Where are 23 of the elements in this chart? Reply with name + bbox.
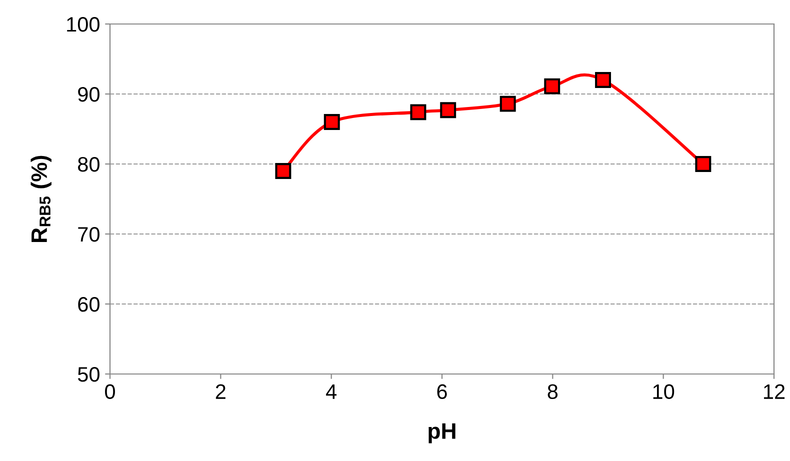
y-tick-label: 70 (78, 227, 100, 242)
x-tick-label: 6 (437, 384, 447, 400)
x-tick-label: 8 (548, 384, 558, 400)
y-tick-label: 100 (67, 17, 100, 32)
point (275, 163, 292, 179)
y-tick-label: 50 (78, 367, 100, 382)
x-tick-label: 12 (764, 384, 785, 399)
y-axis-title: R$_{RB5}$ (%) (30, 156, 52, 242)
y-tick-label: 90 (78, 87, 100, 102)
point (695, 156, 712, 172)
x-tick-label: 4 (326, 384, 337, 399)
point (595, 72, 612, 88)
x-tick-label: 0 (105, 384, 115, 400)
x-tick-label: 10 (653, 384, 674, 400)
point (324, 114, 340, 130)
y-tick-label: 80 (78, 157, 100, 172)
point (544, 78, 560, 94)
point (500, 96, 516, 112)
x-tick-label: 2 (216, 384, 226, 399)
x-axis-title: pH (428, 423, 456, 444)
point (440, 102, 456, 118)
y-tick-label: 60 (78, 297, 100, 312)
point (410, 104, 426, 120)
